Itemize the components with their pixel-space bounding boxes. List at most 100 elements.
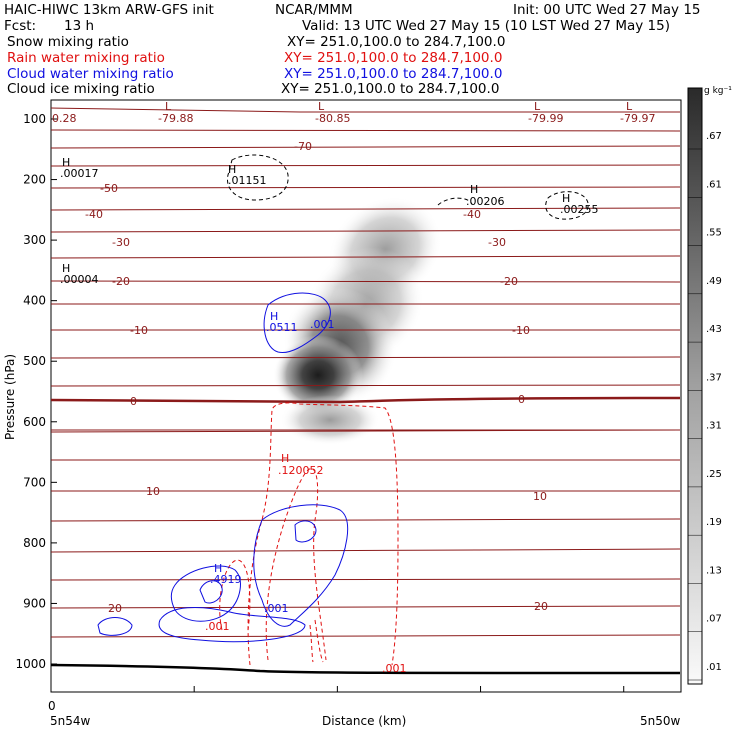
- isotherms: [50, 107, 681, 638]
- colorbar-label: .31: [706, 421, 722, 432]
- x-zero-label: 0: [48, 699, 56, 713]
- colorbar-label: .25: [706, 469, 722, 480]
- colorbar-label: .37: [706, 372, 722, 383]
- isotherm-label: -20: [112, 275, 130, 288]
- extremum-value: .0511: [266, 321, 298, 334]
- liquid-extrema-labels: H .0511 .001 H .120052 H .4919 .001 .001…: [205, 310, 407, 675]
- extremum-value: .00206: [466, 195, 505, 208]
- colorbar-ticks: .67 .61 .55 .49 .43 .37 .31 .25 .19 .13 .07 .01: [688, 131, 722, 681]
- isotherm-label: -10: [512, 324, 530, 337]
- isotherm-label: 10: [533, 490, 547, 503]
- cloud-ice-contours: [226, 154, 589, 220]
- isotherm-label: -70: [294, 140, 312, 153]
- extremum-value: .120052: [278, 464, 324, 477]
- valid-time: Valid: 13 UTC Wed 27 May 15 (10 LST Wed …: [302, 18, 670, 34]
- isotherm-label: 0: [130, 395, 137, 408]
- isotherm-label: 20: [108, 602, 122, 615]
- y-tick-label: 600: [23, 415, 46, 429]
- field-cloudice-xy: XY= 251.0,100.0 to 284.7,100.0: [281, 81, 500, 97]
- field-snow-xy: XY= 251.0,100.0 to 284.7,100.0: [287, 34, 506, 50]
- isotherm-label: -20: [500, 275, 518, 288]
- isotherm-label: -79.97: [620, 112, 655, 125]
- extremum-value: .00017: [60, 167, 99, 180]
- ice-extrema-labels: H .00017 H .01151 H .00206 H .00255 H .0…: [60, 156, 599, 286]
- extremum-mark: H: [62, 156, 70, 169]
- extremum-mark: H: [281, 452, 289, 465]
- colorbar: [687, 87, 703, 685]
- colorbar-label: .61: [706, 179, 722, 190]
- snow-shading: [273, 196, 442, 445]
- isotherm-label: -80.85: [315, 112, 350, 125]
- contour-value-label: 0.28: [52, 112, 77, 125]
- low-marks: L L L L: [165, 100, 633, 113]
- isotherm-label: -40: [85, 208, 103, 221]
- isotherm-label: -50: [100, 182, 118, 195]
- extremum-mark: H: [270, 310, 278, 323]
- colorbar-label: .55: [706, 228, 722, 239]
- contour-value-label: .001: [310, 318, 335, 331]
- colorbar-label: .19: [706, 517, 722, 528]
- isotherm-label: 0: [518, 393, 525, 406]
- low-mark: L: [165, 100, 172, 113]
- x-axis-ticks: [50, 686, 625, 692]
- y-axis-ticks: 100 200 300 400 500 600 700 800 900 1000: [15, 112, 57, 671]
- isotherm-labels: -79.88 -80.85 -79.99 -79.97 -70 -50 -40 …: [52, 112, 655, 615]
- x-right-label: 5n50w: [640, 714, 681, 728]
- low-mark: L: [318, 100, 325, 113]
- colorbar-label: .01: [706, 662, 722, 673]
- y-tick-label: 700: [23, 475, 46, 489]
- model-title: HAIC-HIWC 13km ARW-GFS init: [4, 2, 214, 18]
- field-snow-name: Snow mixing ratio: [7, 34, 129, 50]
- x-axis-title: Distance (km): [322, 714, 406, 728]
- colorbar-label: .67: [706, 131, 722, 142]
- extremum-mark: H: [228, 163, 236, 176]
- y-tick-label: 200: [23, 173, 46, 187]
- extremum-value: .00255: [560, 203, 599, 216]
- extremum-value: .4919: [210, 573, 242, 586]
- fcst-label: Fcst:: [4, 18, 37, 34]
- contour-value-label: .001: [264, 602, 289, 615]
- y-tick-label: 100: [23, 112, 46, 126]
- y-tick-label: 1000: [15, 657, 46, 671]
- y-tick-label: 500: [23, 354, 46, 368]
- y-tick-label: 900: [23, 596, 46, 610]
- extremum-mark: H: [214, 562, 222, 575]
- y-tick-label: 300: [23, 233, 46, 247]
- field-cloudwater-name: Cloud water mixing ratio: [7, 66, 174, 82]
- extremum-mark: H: [562, 192, 570, 205]
- isotherm-label: -79.99: [528, 112, 563, 125]
- colorbar-label: .43: [706, 324, 722, 335]
- extremum-value: .01151: [228, 174, 267, 187]
- isotherm-label: -79.88: [158, 112, 193, 125]
- field-cloudice-name: Cloud ice mixing ratio: [7, 81, 155, 97]
- x-left-label: 5n54w: [50, 714, 91, 728]
- low-mark: L: [534, 100, 541, 113]
- field-cloudwater-xy: XY= 251.0,100.0 to 284.7,100.0: [284, 66, 503, 82]
- isotherm-label: -30: [488, 236, 506, 249]
- isotherm-label: -30: [112, 236, 130, 249]
- colorbar-unit: g kg⁻¹: [704, 86, 732, 96]
- isotherm-label: -10: [130, 324, 148, 337]
- plot-frame: [50, 99, 682, 693]
- terrain-surface: [50, 663, 681, 675]
- extremum-mark: H: [62, 262, 70, 275]
- cloud-water-contours: [97, 292, 349, 643]
- extremum-value: .00004: [60, 273, 99, 286]
- isotherm-label: -40: [463, 208, 481, 221]
- colorbar-label: .07: [706, 614, 722, 625]
- freezing-level-isotherm: [50, 396, 681, 404]
- y-axis-title: Pressure (hPa): [3, 354, 17, 440]
- isotherm-label: 20: [534, 600, 548, 613]
- isotherm-label: 10: [146, 485, 160, 498]
- contour-value-label: .001: [205, 620, 230, 633]
- extremum-mark: H: [470, 183, 478, 196]
- colorbar-label: .13: [706, 565, 722, 576]
- fcst-value: 13 h: [64, 18, 95, 34]
- field-rain-name: Rain water mixing ratio: [7, 50, 165, 66]
- low-mark: L: [626, 100, 633, 113]
- y-tick-label: 800: [23, 536, 46, 550]
- init-time: Init: 00 UTC Wed 27 May 15: [513, 2, 701, 18]
- org-label: NCAR/MMM: [275, 2, 353, 18]
- y-tick-label: 400: [23, 294, 46, 308]
